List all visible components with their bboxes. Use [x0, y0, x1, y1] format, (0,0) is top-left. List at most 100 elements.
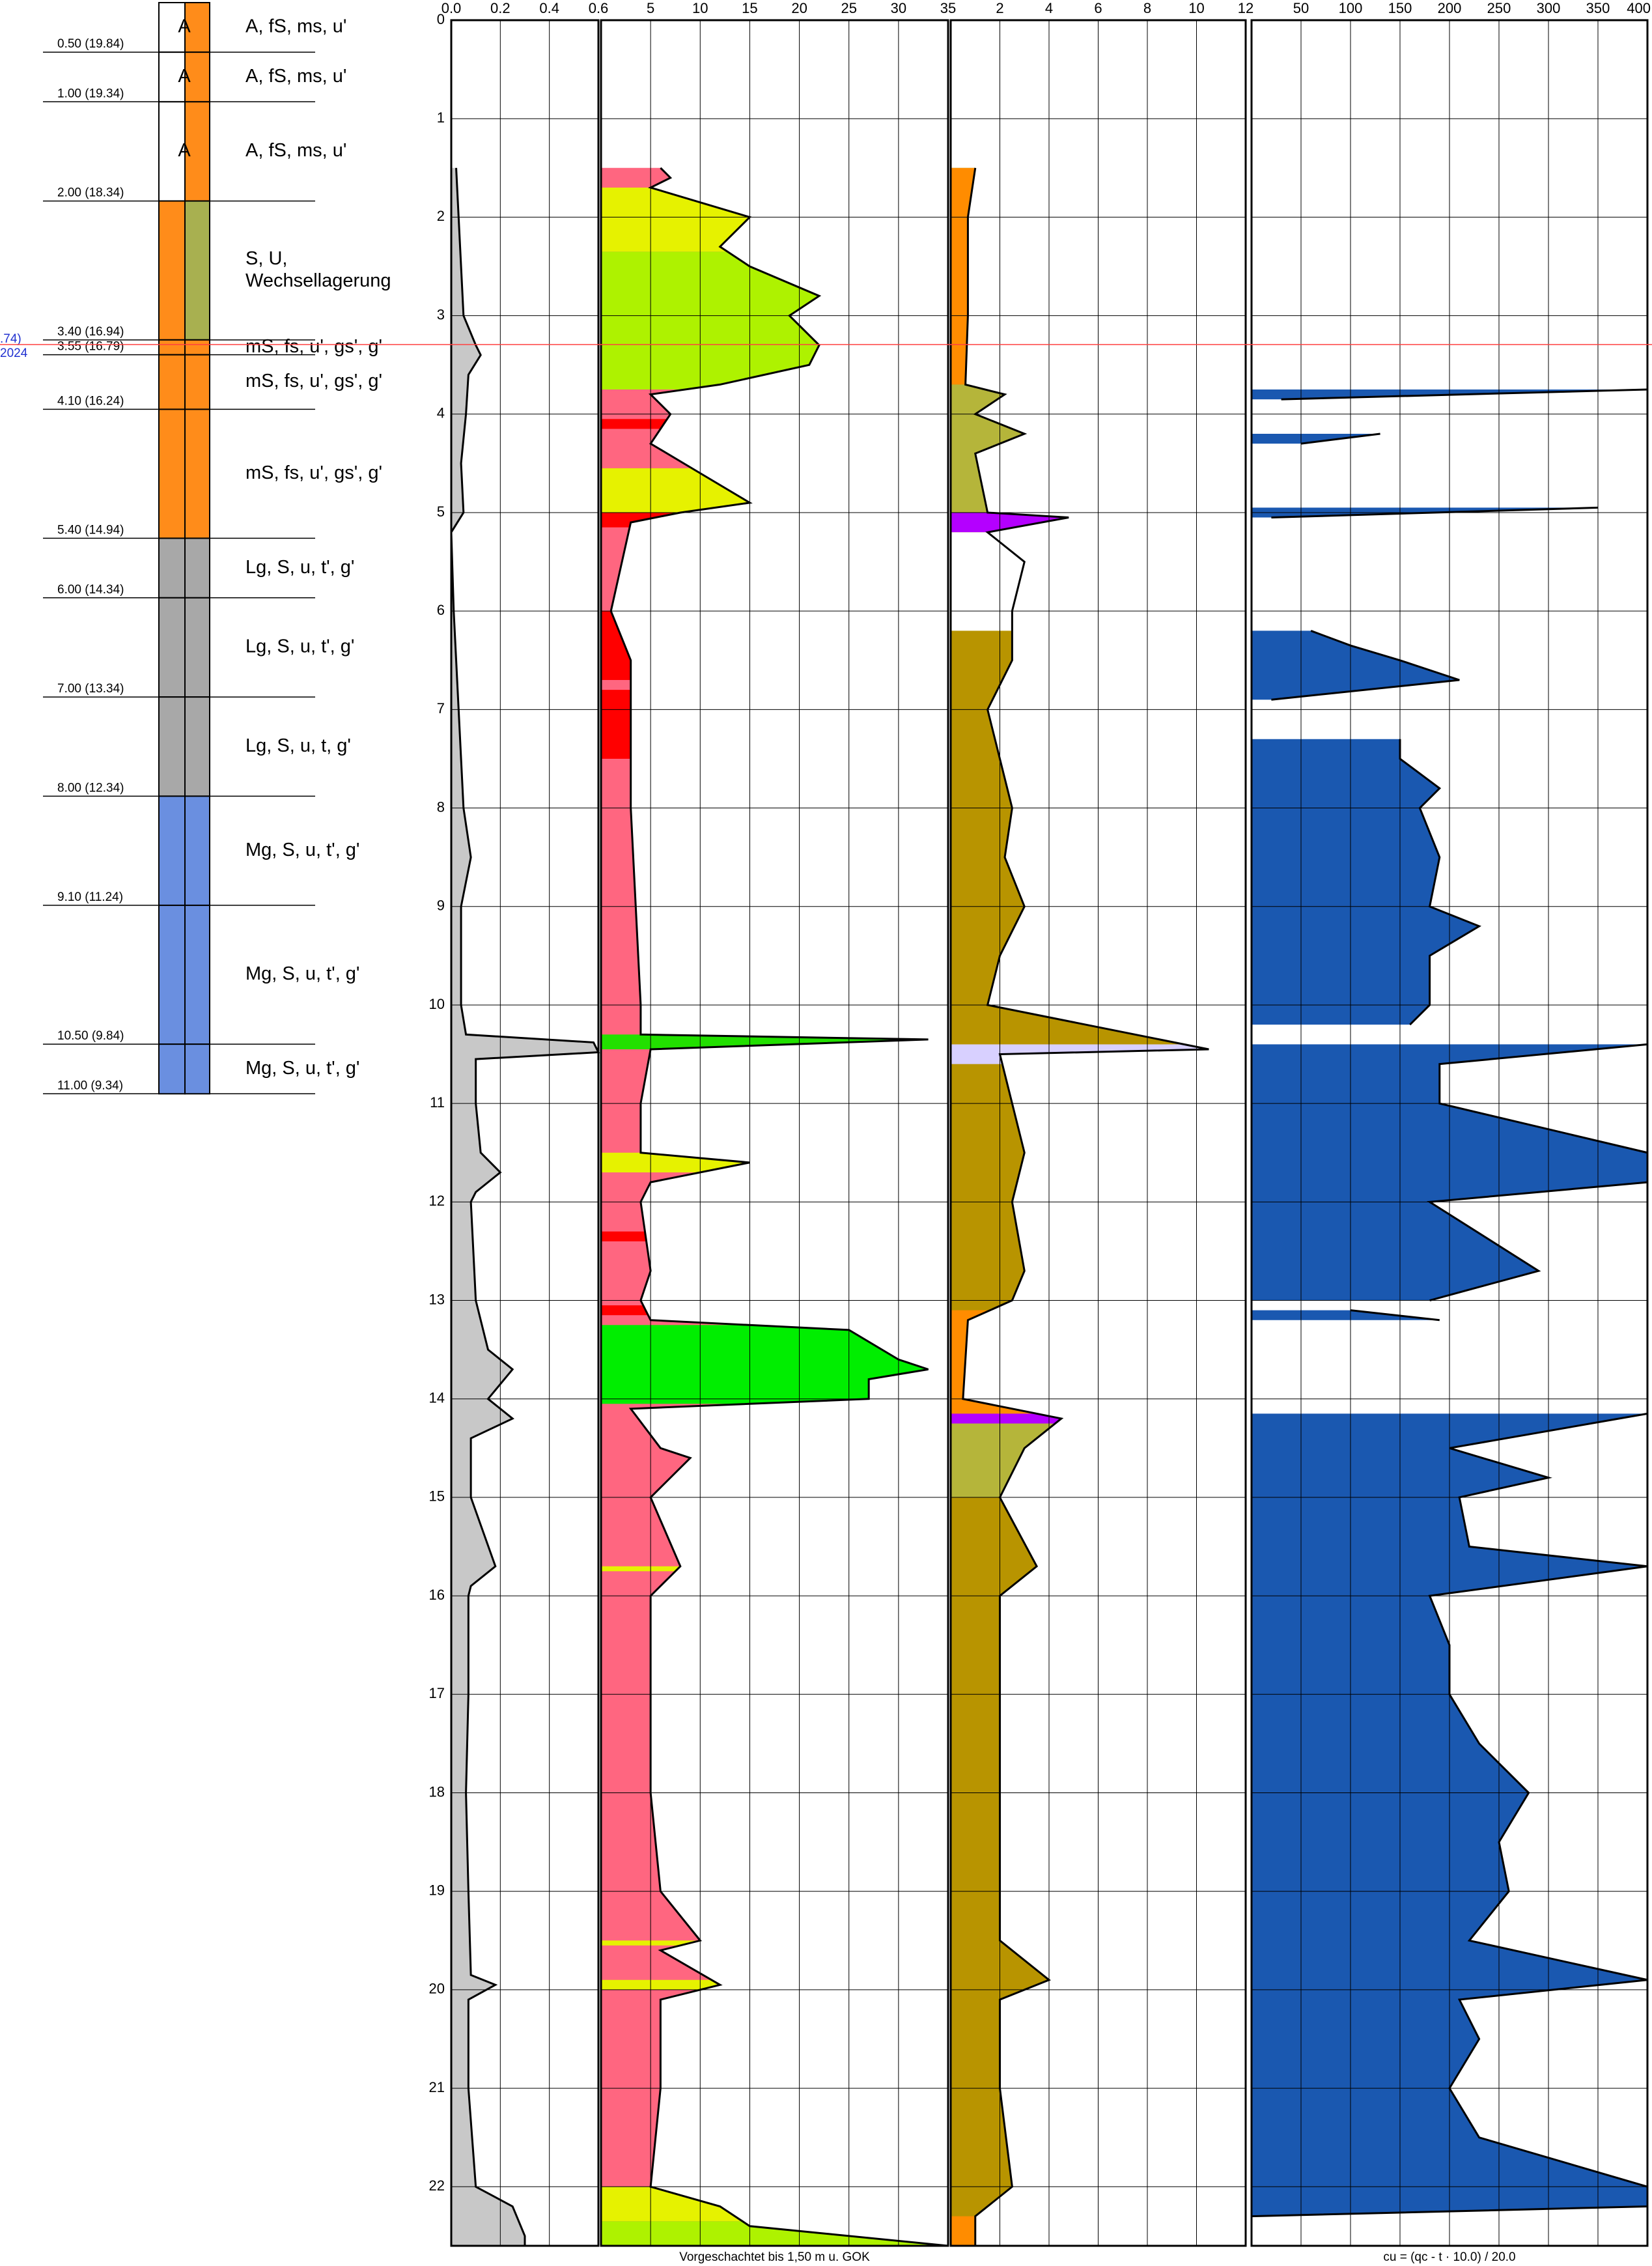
- layer-description: mS, fs, u', gs', g': [245, 462, 382, 483]
- depth-label: 3.40 (16.94): [57, 325, 124, 339]
- x-tick-label: 250: [1487, 0, 1511, 16]
- x-tick-label: 25: [841, 0, 856, 16]
- y-tick-label: 3: [437, 306, 445, 322]
- profile-line: [1350, 1309, 1440, 1322]
- soil-zone: [601, 1940, 948, 1946]
- y-tick-label: 21: [429, 2079, 445, 2095]
- y-tick-label: 20: [429, 1981, 445, 1997]
- soil-zone: [601, 468, 948, 513]
- x-tick-label: 300: [1537, 0, 1561, 16]
- x-tick-label: 4: [1045, 0, 1053, 16]
- layer-right: [184, 795, 210, 906]
- y-tick-label: 22: [429, 2177, 445, 2194]
- profile-line: [1300, 432, 1380, 445]
- depth-label: 6.00 (14.34): [57, 583, 124, 597]
- layer-description: Lg, S, u, t', g': [245, 636, 354, 657]
- layer-description: A, fS, ms, u': [245, 140, 346, 161]
- x-tick-label: 0.6: [589, 0, 609, 16]
- y-tick-label: 15: [429, 1488, 445, 1505]
- depth-label: 5.40 (14.94): [57, 523, 124, 537]
- y-tick-label: 9: [437, 898, 445, 914]
- y-tick-label: 2: [437, 208, 445, 224]
- soil-zone: [601, 1305, 948, 1316]
- area-fill: [1252, 434, 1380, 444]
- y-tick-label: 7: [437, 700, 445, 716]
- layer-description: S, U,: [245, 248, 287, 269]
- y-tick-label: 12: [429, 1193, 445, 1209]
- x-tick-label: 10: [1188, 0, 1204, 16]
- soil-zone: [601, 2221, 948, 2246]
- x-tick-label: 30: [891, 0, 906, 16]
- water-level-label: .74): [0, 332, 21, 346]
- soil-zone: [601, 2187, 948, 2222]
- caption: Vorgeschachtet bis 1,50 m u. GOK: [679, 2250, 870, 2264]
- depth-label: 0.50 (19.84): [57, 37, 124, 51]
- y-tick-label: 8: [437, 799, 445, 815]
- layer-description: Mg, S, u, t', g': [245, 840, 359, 860]
- layer-description: A, fS, ms, u': [245, 66, 346, 87]
- layer-left: [158, 597, 186, 698]
- soil-zone: [601, 1325, 948, 1404]
- layer-right: [184, 354, 210, 410]
- x-tick-label: 200: [1438, 0, 1462, 16]
- layer-left: [158, 200, 186, 341]
- soil-zone: [601, 1152, 948, 1172]
- layer-left: [158, 354, 186, 410]
- layer-description: Mg, S, u, t', g': [245, 963, 359, 984]
- area-fill: [1252, 1310, 1440, 1320]
- y-tick-label: 5: [437, 503, 445, 520]
- profile-line: [1251, 1412, 1649, 2218]
- layer-symbol: A: [178, 66, 191, 87]
- y-tick-label: 0: [437, 11, 445, 27]
- depth-label: 11.00 (9.34): [57, 1079, 123, 1092]
- layer-right: [184, 1043, 210, 1095]
- soil-zone: [601, 1566, 948, 1572]
- soil-zone: [601, 611, 948, 681]
- x-tick-label: 350: [1586, 0, 1610, 16]
- layer-description: Wechsellagerung: [245, 270, 391, 291]
- x-tick-label: 400: [1627, 0, 1651, 16]
- layer-right: [184, 696, 210, 797]
- x-tick-label: 20: [791, 0, 807, 16]
- area-fill: [951, 167, 1209, 2246]
- x-tick-label: 10: [692, 0, 708, 16]
- x-tick-label: 5: [647, 0, 654, 16]
- x-tick-label: 15: [742, 0, 757, 16]
- layer-left: [158, 795, 186, 906]
- depth-label: 4.10 (16.24): [57, 394, 124, 408]
- area-fill: [1252, 739, 1479, 1025]
- depth-label: 3.55 (16.79): [57, 340, 124, 354]
- layer-description: mS, fs, u', gs', g': [245, 371, 382, 391]
- area-fill: [1252, 630, 1460, 700]
- layer-right: [184, 101, 210, 202]
- layer-left: [158, 696, 186, 797]
- soil-zone: [601, 251, 948, 389]
- depth-label: 7.00 (13.34): [57, 682, 124, 696]
- x-tick-label: 8: [1143, 0, 1151, 16]
- x-tick-label: 6: [1094, 0, 1102, 16]
- panel-frame: [1250, 19, 1649, 2247]
- y-tick-label: 1: [437, 109, 445, 126]
- soil-zone: [601, 1979, 948, 1990]
- soil-zone: [601, 188, 948, 252]
- profile-line: [1399, 739, 1481, 1026]
- layer-symbol: A: [178, 16, 191, 37]
- layer-left: [158, 904, 186, 1045]
- x-tick-label: 0.0: [441, 0, 462, 16]
- profile-line: [609, 167, 949, 2247]
- layer-left: [158, 1043, 186, 1095]
- soil-zone: [601, 1231, 948, 1241]
- layer-description: Lg, S, u, t', g': [245, 557, 354, 578]
- x-tick-label: 50: [1293, 0, 1309, 16]
- y-tick-label: 18: [429, 1783, 445, 1800]
- soil-zone: [601, 512, 948, 528]
- area-fill: [451, 167, 598, 2246]
- layer-right: [184, 408, 210, 539]
- profile-line: [1281, 388, 1648, 401]
- x-tick-label: 150: [1388, 0, 1412, 16]
- soil-zone: [601, 690, 948, 759]
- layer-right: [184, 904, 210, 1045]
- x-tick-label: 35: [940, 0, 956, 16]
